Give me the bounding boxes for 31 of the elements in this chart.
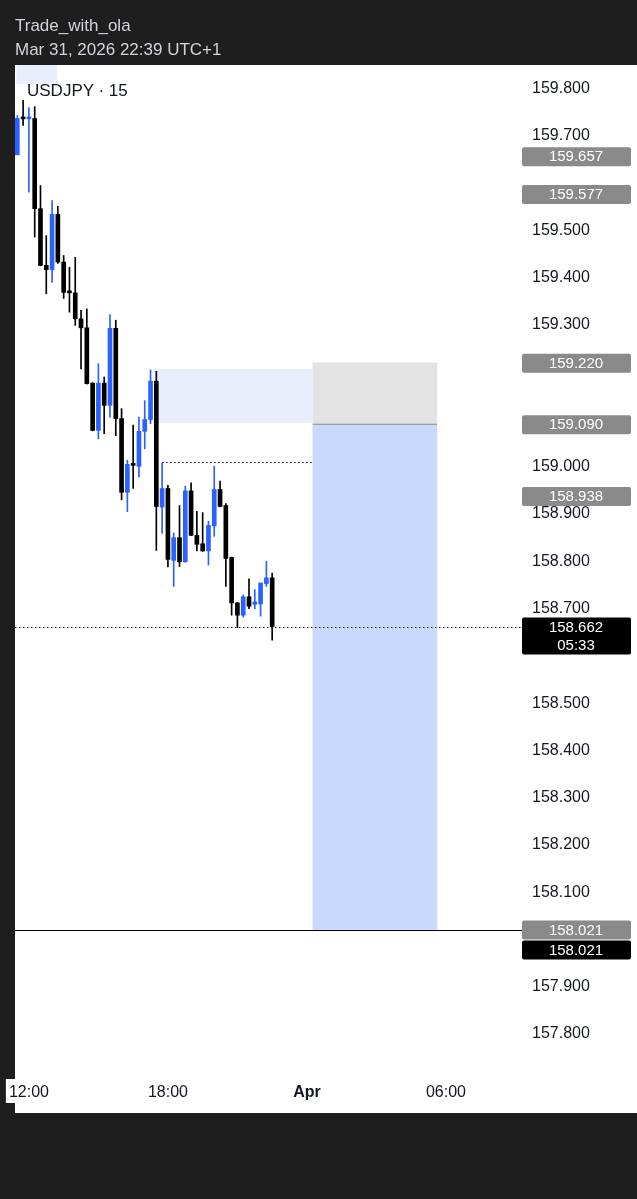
y-tick-label: 159.300 bbox=[532, 315, 590, 333]
y-tick-label: 159.800 bbox=[532, 79, 590, 97]
y-tick-label: 158.200 bbox=[532, 835, 590, 853]
chart-subtitle: Mar 31, 2026 22:39 UTC+1 bbox=[15, 39, 222, 59]
y-tick-label: 157.900 bbox=[532, 977, 590, 995]
y-tick-label: 159.700 bbox=[532, 126, 590, 144]
chart-title: Trade_with_ola bbox=[15, 15, 132, 35]
y-tick-label: 158.300 bbox=[532, 788, 590, 806]
text: 158.938 bbox=[548, 487, 604, 505]
text: 159.657 bbox=[548, 147, 604, 165]
y-tick-label: 158.100 bbox=[532, 882, 590, 900]
y-tick-label: 159.400 bbox=[532, 268, 590, 286]
ref-line-label: 158.662 05:33 bbox=[548, 617, 604, 653]
y-tick-label: 157.800 bbox=[532, 1024, 590, 1042]
y-tick-label: 158.400 bbox=[532, 740, 590, 758]
annotation: USDJPY · 15 bbox=[27, 80, 128, 100]
y-tick-label: 158.700 bbox=[532, 598, 590, 616]
y-tick-label: 159.500 bbox=[532, 220, 590, 238]
x-tick-label: 18:00 bbox=[147, 1083, 189, 1101]
x-tick-label: 06:00 bbox=[425, 1083, 467, 1101]
y-tick-label: 159.000 bbox=[532, 457, 590, 475]
y-tick-label: 158.900 bbox=[532, 504, 590, 522]
y-tick-label: 158.500 bbox=[532, 693, 590, 711]
text: 159.577 bbox=[548, 185, 604, 203]
ref-line-label: 158.021 bbox=[548, 940, 604, 958]
x-tick-label: Apr bbox=[293, 1083, 321, 1101]
text: 159.090 bbox=[548, 415, 604, 433]
x-tick-label: 12:00 bbox=[8, 1083, 50, 1101]
text: 158.021 bbox=[548, 920, 604, 938]
y-tick-label: 158.800 bbox=[532, 551, 590, 569]
text: 159.220 bbox=[548, 353, 604, 371]
